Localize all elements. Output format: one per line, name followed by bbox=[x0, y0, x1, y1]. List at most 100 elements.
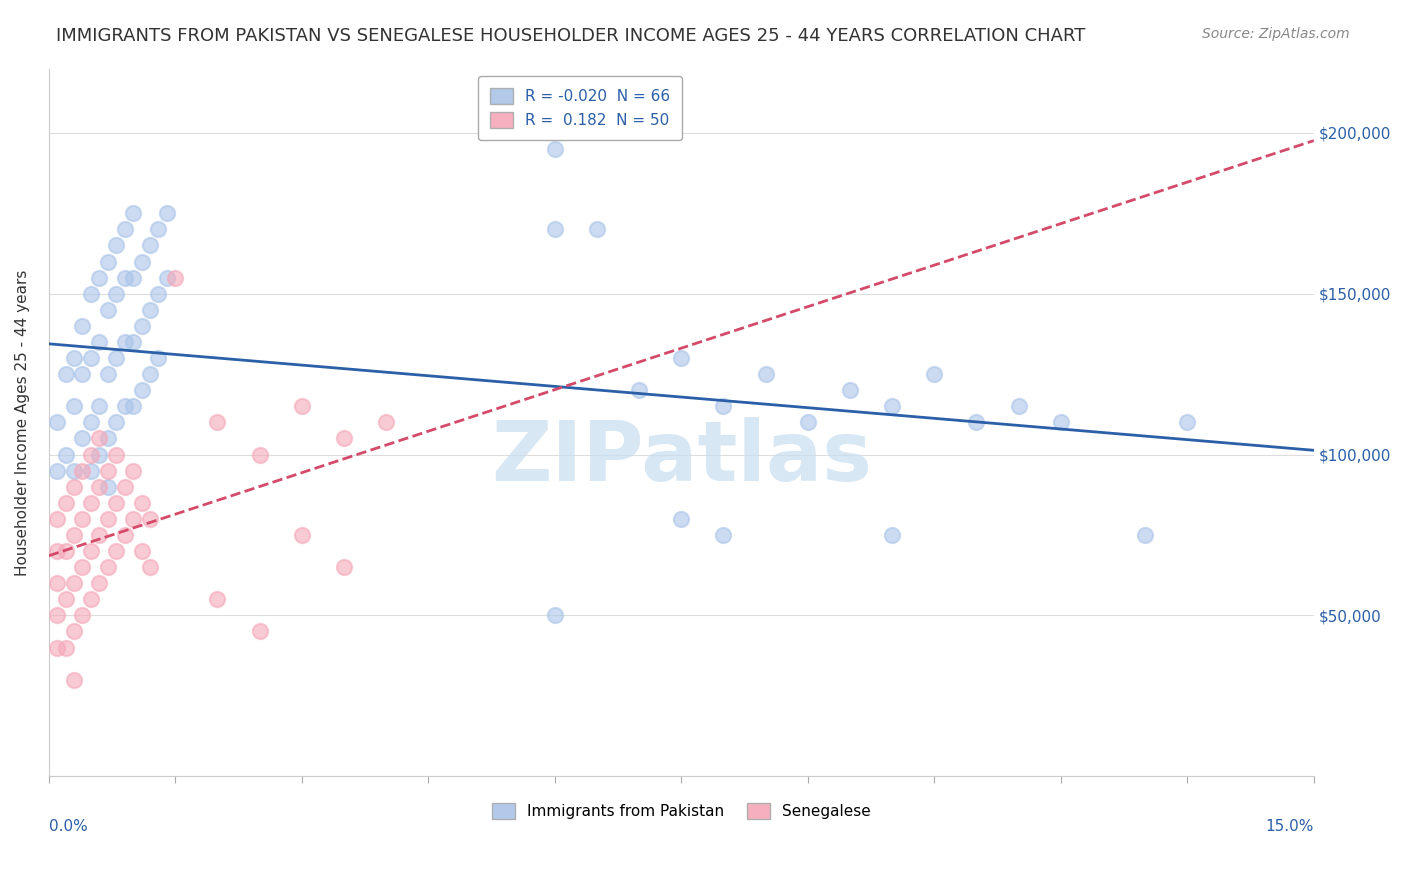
Point bbox=[965, 415, 987, 429]
Point bbox=[97, 432, 120, 446]
Point bbox=[122, 399, 145, 413]
Point bbox=[838, 383, 860, 397]
Point bbox=[122, 512, 145, 526]
Point bbox=[105, 286, 128, 301]
Point bbox=[46, 464, 69, 478]
Point bbox=[122, 270, 145, 285]
Point bbox=[46, 576, 69, 591]
Point bbox=[139, 560, 162, 574]
Point bbox=[80, 496, 103, 510]
Point bbox=[139, 238, 162, 252]
Point bbox=[89, 528, 111, 542]
Point bbox=[80, 351, 103, 365]
Y-axis label: Householder Income Ages 25 - 44 years: Householder Income Ages 25 - 44 years bbox=[15, 269, 30, 575]
Text: 0.0%: 0.0% bbox=[49, 819, 87, 834]
Point bbox=[207, 415, 229, 429]
Point bbox=[1049, 415, 1071, 429]
Point bbox=[63, 673, 86, 687]
Point bbox=[105, 544, 128, 558]
Point bbox=[89, 432, 111, 446]
Point bbox=[114, 270, 136, 285]
Point bbox=[291, 399, 314, 413]
Point bbox=[46, 608, 69, 623]
Point bbox=[131, 318, 153, 333]
Point bbox=[105, 448, 128, 462]
Point bbox=[114, 399, 136, 413]
Point bbox=[89, 399, 111, 413]
Point bbox=[105, 238, 128, 252]
Point bbox=[72, 512, 94, 526]
Point bbox=[671, 512, 693, 526]
Point bbox=[922, 367, 945, 381]
Point bbox=[544, 142, 567, 156]
Point bbox=[80, 592, 103, 607]
Point bbox=[156, 206, 179, 220]
Point bbox=[114, 480, 136, 494]
Point bbox=[55, 592, 77, 607]
Point bbox=[105, 496, 128, 510]
Point bbox=[156, 270, 179, 285]
Point bbox=[713, 399, 735, 413]
Point bbox=[1175, 415, 1198, 429]
Point bbox=[671, 351, 693, 365]
Point bbox=[122, 206, 145, 220]
Point bbox=[72, 432, 94, 446]
Point bbox=[72, 608, 94, 623]
Point bbox=[249, 624, 271, 639]
Point bbox=[333, 432, 356, 446]
Point bbox=[131, 496, 153, 510]
Point bbox=[80, 415, 103, 429]
Point bbox=[207, 592, 229, 607]
Point bbox=[89, 448, 111, 462]
Point bbox=[114, 334, 136, 349]
Point bbox=[46, 415, 69, 429]
Legend: Immigrants from Pakistan, Senegalese: Immigrants from Pakistan, Senegalese bbox=[485, 797, 877, 825]
Point bbox=[165, 270, 187, 285]
Point bbox=[105, 415, 128, 429]
Point bbox=[55, 496, 77, 510]
Point bbox=[291, 528, 314, 542]
Point bbox=[63, 480, 86, 494]
Point bbox=[139, 512, 162, 526]
Point bbox=[89, 480, 111, 494]
Point bbox=[46, 544, 69, 558]
Point bbox=[97, 464, 120, 478]
Point bbox=[628, 383, 651, 397]
Text: IMMIGRANTS FROM PAKISTAN VS SENEGALESE HOUSEHOLDER INCOME AGES 25 - 44 YEARS COR: IMMIGRANTS FROM PAKISTAN VS SENEGALESE H… bbox=[56, 27, 1085, 45]
Point bbox=[97, 512, 120, 526]
Point bbox=[139, 367, 162, 381]
Point bbox=[80, 448, 103, 462]
Point bbox=[139, 302, 162, 317]
Point bbox=[72, 318, 94, 333]
Point bbox=[148, 286, 170, 301]
Point bbox=[1007, 399, 1029, 413]
Point bbox=[797, 415, 820, 429]
Point bbox=[72, 464, 94, 478]
Point bbox=[333, 560, 356, 574]
Point bbox=[97, 560, 120, 574]
Point bbox=[72, 367, 94, 381]
Point bbox=[89, 334, 111, 349]
Point bbox=[97, 254, 120, 268]
Point bbox=[46, 640, 69, 655]
Point bbox=[72, 560, 94, 574]
Point bbox=[122, 464, 145, 478]
Point bbox=[105, 351, 128, 365]
Point bbox=[63, 624, 86, 639]
Point bbox=[586, 222, 609, 236]
Point bbox=[97, 480, 120, 494]
Text: 15.0%: 15.0% bbox=[1265, 819, 1313, 834]
Point bbox=[131, 544, 153, 558]
Point bbox=[80, 464, 103, 478]
Point bbox=[55, 640, 77, 655]
Point bbox=[114, 528, 136, 542]
Point bbox=[148, 222, 170, 236]
Point bbox=[63, 528, 86, 542]
Point bbox=[755, 367, 778, 381]
Point bbox=[122, 334, 145, 349]
Point bbox=[89, 576, 111, 591]
Point bbox=[55, 448, 77, 462]
Point bbox=[63, 351, 86, 365]
Point bbox=[713, 528, 735, 542]
Point bbox=[63, 399, 86, 413]
